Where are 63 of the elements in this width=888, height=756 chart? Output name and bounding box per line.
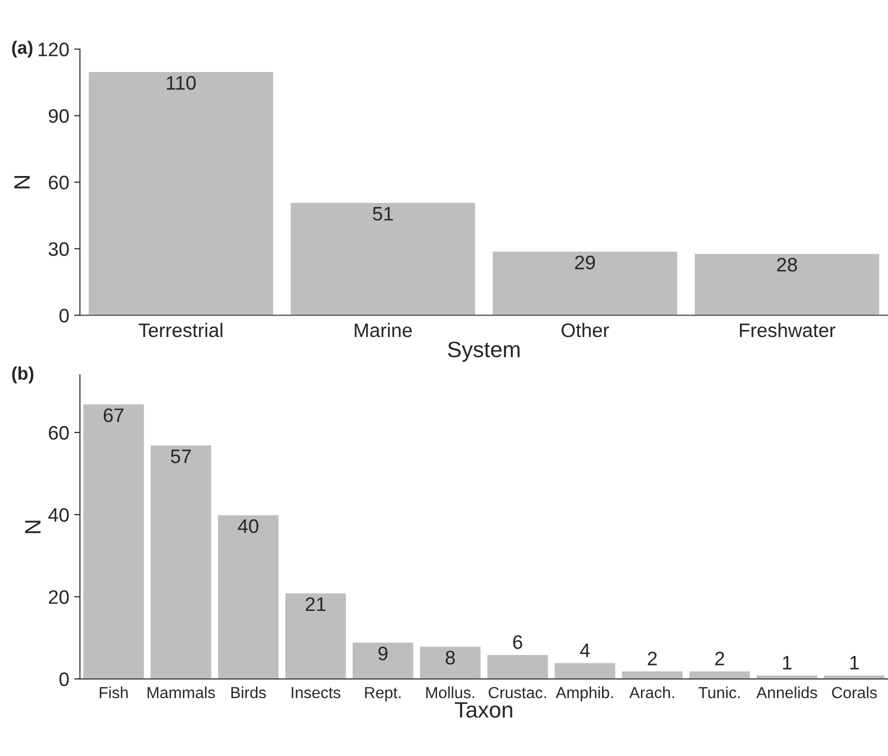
y-axis-title: N [14,176,30,188]
bar [216,514,280,679]
x-tick-label: Corals [832,686,877,698]
text: (b) [12,366,34,384]
x-tick-label: Tunic. [698,686,740,698]
bar [82,403,146,679]
bar [149,444,213,679]
bar [553,662,617,679]
y-tick-label: 60 [48,176,69,190]
x-axis-title: Taxon [454,702,512,718]
data-label: 51 [372,207,393,221]
x-tick-label: Terrestrial [138,322,222,338]
x-tick-label: Mammals [148,686,215,698]
x-tick-label: Other [562,322,609,338]
x-tick-label: Fish [100,686,128,698]
y-tick-label: 90 [48,109,69,123]
bar [351,641,415,679]
bar [418,645,482,679]
x-tick-label: Annelids [756,686,818,698]
data-label: 28 [777,258,797,272]
data-label: 21 [306,597,326,611]
bar [688,670,752,679]
data-label: 40 [238,519,258,534]
bar [620,670,684,679]
data-label: 2 [648,652,657,666]
x-tick-label: Marine [354,322,412,338]
text: (a) [12,40,32,58]
y-tick-label: 120 [38,42,69,56]
x-axis-title: System [448,342,520,362]
data-label: 4 [580,644,590,658]
y-tick-label: 60 [48,426,69,440]
x-tick-label: Mollus. [426,686,474,698]
data-label: 29 [575,256,595,270]
y-axis-title: N [25,520,40,534]
bar [755,674,819,679]
x-tick-label: Amphib. [556,686,613,702]
bar [822,674,886,679]
data-label: 8 [446,650,455,664]
bar [486,654,550,679]
data-label: 1 [783,656,792,670]
x-tick-label: Insects [292,687,340,698]
x-tick-label: Arach. [629,686,674,698]
data-label: 9 [378,646,388,660]
y-tick-label: 0 [59,672,69,686]
y-tick-label: 30 [48,242,69,256]
bar [289,201,477,316]
data-label: 6 [513,635,522,650]
y-tick-label: 40 [48,508,69,522]
data-label: 2 [715,652,724,666]
bar [491,250,679,316]
y-tick-label: 0 [59,308,69,322]
bar [87,70,275,316]
data-label: 67 [104,408,124,422]
bar [284,592,348,679]
bar [693,252,881,316]
x-tick-label: Birds [231,686,266,698]
x-tick-label: Crustac. [488,686,546,698]
data-label: 1 [850,656,859,670]
x-tick-label: Freshwater [740,322,836,338]
x-tick-label: Rept. [365,687,401,702]
data-label: 57 [170,450,191,464]
data-label: 110 [166,76,196,90]
y-tick-label: 20 [48,590,69,604]
